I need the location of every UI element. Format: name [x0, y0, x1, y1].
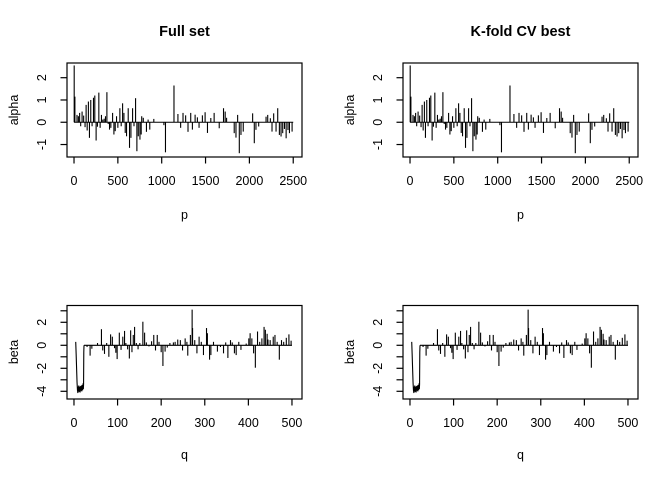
x-axis-label: p — [181, 208, 188, 222]
axes-and-data: 0 500 1000 1500 2000 2500 -1 0 1 2 — [35, 62, 307, 188]
svg-text:100: 100 — [107, 416, 128, 430]
svg-text:500: 500 — [107, 174, 128, 188]
svg-text:-2: -2 — [371, 363, 385, 374]
svg-text:2000: 2000 — [235, 174, 263, 188]
svg-text:200: 200 — [151, 416, 172, 430]
svg-text:0: 0 — [35, 119, 49, 126]
svg-text:300: 300 — [530, 416, 551, 430]
panel-title: K-fold CV best — [471, 24, 571, 40]
svg-text:500: 500 — [618, 416, 639, 430]
svg-text:1000: 1000 — [148, 174, 176, 188]
svg-text:0: 0 — [407, 174, 414, 188]
beta-kfold-cv-chart: 0 100 200 300 400 500 -4 -2 0 2 q beta — [343, 304, 639, 462]
svg-text:2500: 2500 — [615, 174, 643, 188]
svg-text:1500: 1500 — [192, 174, 220, 188]
alpha-full-set-chart: 0 500 1000 1500 2000 2500 -1 0 1 2 Full set p alp… — [7, 24, 307, 222]
svg-text:0: 0 — [371, 119, 385, 126]
y-axis-label: beta — [343, 340, 357, 364]
y-axis-label: beta — [7, 340, 21, 364]
svg-text:200: 200 — [487, 416, 508, 430]
svg-text:0: 0 — [406, 416, 413, 430]
svg-text:1500: 1500 — [528, 174, 556, 188]
x-axis-label: q — [517, 448, 524, 462]
svg-text:2: 2 — [371, 74, 385, 81]
svg-text:0: 0 — [371, 342, 385, 349]
svg-text:1: 1 — [35, 96, 49, 103]
svg-text:400: 400 — [574, 416, 595, 430]
svg-text:-4: -4 — [371, 386, 385, 397]
panel-alpha-kfold-cv-best: 0 500 1000 1500 2000 2500 -1 0 1 2 K-fold CV best… — [336, 0, 672, 240]
svg-text:1000: 1000 — [484, 174, 512, 188]
panel-beta-full-set: 0 100 200 300 400 500 -4 -2 0 2 q beta — [0, 240, 336, 480]
svg-text:2: 2 — [371, 319, 385, 326]
svg-text:0: 0 — [70, 416, 77, 430]
y-axis-label: alpha — [343, 95, 357, 126]
svg-text:0: 0 — [35, 342, 49, 349]
panel-alpha-full-set: 0 500 1000 1500 2000 2500 -1 0 1 2 Full set p alp… — [0, 0, 336, 240]
y-axis-label: alpha — [7, 95, 21, 126]
svg-text:2: 2 — [35, 319, 49, 326]
axes-and-data: 0 500 1000 1500 2000 2500 -1 0 1 2 — [371, 62, 643, 188]
svg-text:-2: -2 — [35, 363, 49, 374]
svg-text:500: 500 — [282, 416, 303, 430]
panel-beta-kfold-cv-best: 0 100 200 300 400 500 -4 -2 0 2 q beta — [336, 240, 672, 480]
svg-text:2500: 2500 — [279, 174, 307, 188]
axes-and-data: 0 100 200 300 400 500 -4 -2 0 2 — [371, 304, 639, 430]
svg-text:-1: -1 — [371, 139, 385, 150]
svg-text:-1: -1 — [35, 139, 49, 150]
svg-text:2000: 2000 — [571, 174, 599, 188]
panel-title: Full set — [159, 24, 210, 40]
svg-text:1: 1 — [371, 96, 385, 103]
beta-full-set-chart: 0 100 200 300 400 500 -4 -2 0 2 q beta — [7, 304, 303, 462]
alpha-kfold-cv-chart: 0 500 1000 1500 2000 2500 -1 0 1 2 K-fold CV best… — [343, 24, 643, 222]
axes-and-data: 0 100 200 300 400 500 -4 -2 0 2 — [35, 304, 303, 430]
svg-text:100: 100 — [443, 416, 464, 430]
x-axis-label: q — [181, 448, 188, 462]
svg-text:2: 2 — [35, 74, 49, 81]
x-axis-label: p — [517, 208, 524, 222]
svg-text:0: 0 — [71, 174, 78, 188]
svg-text:500: 500 — [443, 174, 464, 188]
svg-text:300: 300 — [194, 416, 215, 430]
svg-text:-4: -4 — [35, 386, 49, 397]
svg-text:400: 400 — [238, 416, 259, 430]
